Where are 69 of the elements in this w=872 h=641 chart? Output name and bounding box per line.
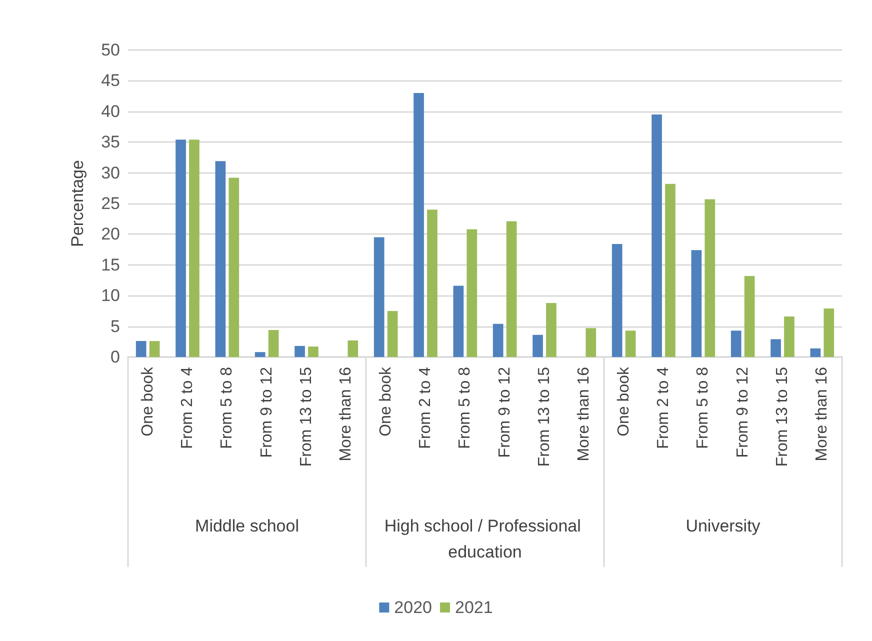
bar [215,161,226,357]
y-tick-label: 20 [101,224,120,244]
bar [149,341,160,357]
bar [176,140,186,357]
x-tick-label: From 13 to 15 [536,366,553,467]
bar [784,316,794,357]
x-tick-label: More than 16 [576,366,593,462]
y-tick-label: 0 [110,348,120,366]
x-tick-label: More than 16 [338,366,355,462]
y-tick-label: 40 [101,102,120,121]
y-tick-label: 30 [101,163,120,182]
bar [254,352,266,357]
y-axis-title: Percentage [68,160,87,247]
bar [730,330,742,357]
bar [824,308,834,357]
legend-label: 2020 [394,598,432,617]
x-tick-label: From 2 to 4 [417,366,434,449]
bar [268,330,279,357]
x-tick-label: From 13 to 15 [298,366,315,467]
bar [294,346,305,357]
bar [652,114,662,357]
bar [387,310,398,357]
bar [586,328,596,357]
x-tick-label: From 5 to 8 [694,366,712,449]
x-tick-label: From 9 to 12 [496,366,514,458]
bar [704,199,716,357]
y-tick-label: 15 [101,255,120,274]
bar [612,244,622,357]
x-tick-label: From 9 to 12 [734,366,752,458]
x-tick-label: One book [615,366,632,436]
y-tick-label: 35 [101,132,120,152]
bar [308,346,318,357]
bar [691,250,702,357]
bar [136,341,146,357]
bar [744,276,755,357]
bar [427,210,438,357]
bar [770,339,781,357]
bar [546,302,556,357]
bar [506,221,517,357]
bar [466,229,478,357]
bar [374,237,384,357]
bar [492,324,504,357]
y-tick-label: 5 [110,316,120,336]
x-tick-label: From 5 to 8 [218,366,236,449]
bar [453,286,464,357]
text: Middle school [195,516,299,536]
x-tick-label: From 2 to 4 [655,366,672,449]
bar [189,140,200,357]
x-tick-label: One book [377,366,394,436]
text: University [686,516,761,536]
x-tick-label: One book [139,366,156,436]
bar [348,340,358,357]
y-tick-label: 10 [101,286,120,306]
x-tick-label: From 13 to 15 [774,366,791,467]
y-tick-label: 25 [101,194,120,213]
legend-label: 2021 [455,598,493,617]
y-tick-label: 45 [101,71,120,90]
x-tick-label: More than 16 [814,366,831,462]
bar [414,92,424,357]
x-tick-label: From 5 to 8 [456,366,474,449]
bar [810,348,821,357]
x-tick-label: From 9 to 12 [258,366,276,458]
bar [665,184,676,357]
bar [625,330,636,357]
text: High school / Professional education [384,516,586,562]
y-tick-label: 50 [101,40,120,60]
bar [532,334,543,357]
x-tick-label: From 2 to 4 [179,366,196,449]
bar [228,178,240,357]
